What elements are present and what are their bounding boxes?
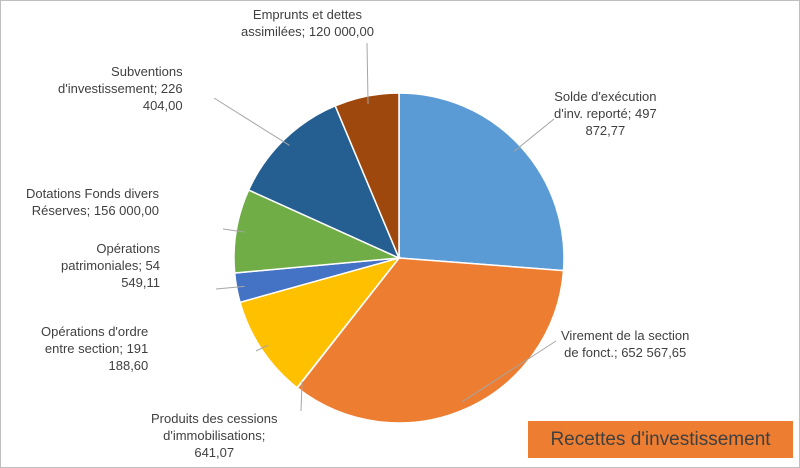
leader-line-solde xyxy=(513,118,555,152)
pie-slice-solde xyxy=(398,92,565,272)
slice-label-operations-ordre: Opérations d'ordre entre section; 191 18… xyxy=(41,324,149,373)
slice-label-produits-cessions: Produits des cessions d'immobilisations;… xyxy=(151,411,278,460)
slice-label-operations-patrimoniales: Opérations patrimoniales; 54 549,11 xyxy=(61,241,160,290)
leader-line-dotations xyxy=(222,228,245,233)
leader-line-produits-cessions xyxy=(300,381,303,412)
slice-label-subventions: Subventions d'investissement; 226 404,00 xyxy=(58,64,183,113)
leader-line-operations-patrimoniales xyxy=(215,285,245,290)
slice-label-dotations: Dotations Fonds divers Réserves; 156 000… xyxy=(26,186,159,218)
slice-label-emprunts: Emprunts et dettes assimilées; 120 000,0… xyxy=(241,7,374,39)
slice-label-virement: Virement de la section de fonct.; 652 56… xyxy=(561,328,690,360)
leader-line-operations-ordre xyxy=(255,344,269,352)
pie-slice-operations-ordre xyxy=(239,256,402,389)
slice-label-solde: Solde d'exécution d'inv. reporté; 497 87… xyxy=(554,89,657,138)
leader-line-virement xyxy=(462,340,557,403)
leader-line-emprunts xyxy=(366,42,369,105)
chart-title: Recettes d'investissement xyxy=(528,421,793,458)
pie-slice-emprunts xyxy=(334,92,400,259)
leader-line-subventions xyxy=(213,97,290,146)
pie-slice-virement xyxy=(296,257,565,424)
